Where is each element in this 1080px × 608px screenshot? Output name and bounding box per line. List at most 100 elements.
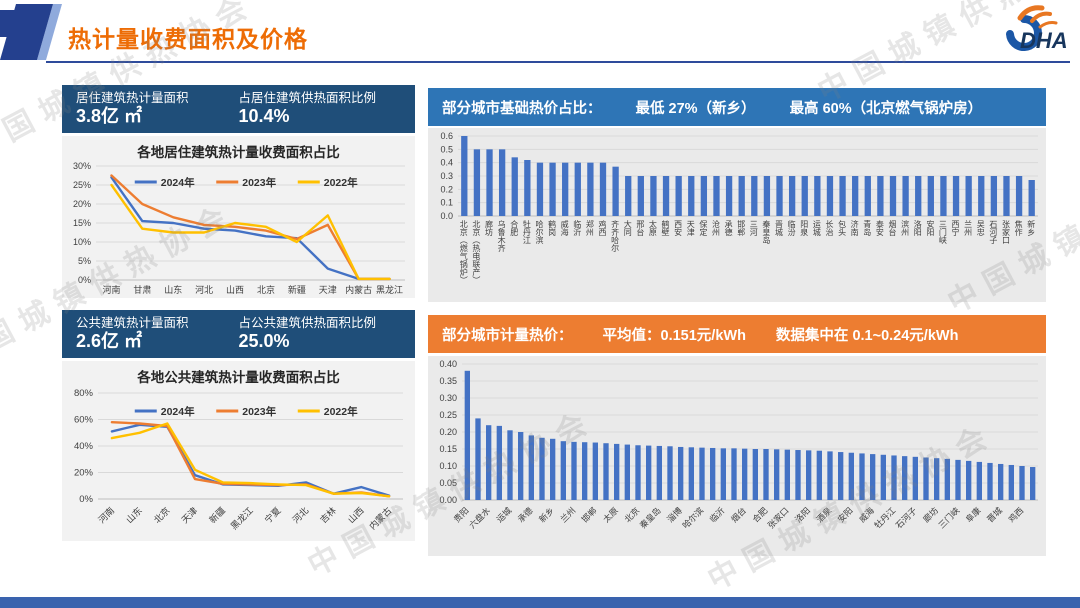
svg-text:邯郸: 邯郸 [580,505,599,524]
svg-text:0.4: 0.4 [440,158,453,168]
logo-text: DHA [1020,28,1068,53]
svg-text:0.20: 0.20 [439,427,457,437]
svg-text:20%: 20% [74,468,94,479]
svg-text:河南: 河南 [102,284,120,295]
header-divider [46,61,1070,63]
stat-value: 2.6亿 ㎡ [76,331,143,351]
svg-text:北京: 北京 [257,284,275,295]
svg-text:0.10: 0.10 [439,461,457,471]
x-axis-label: 北京（燃气锅炉） [459,220,469,284]
svg-text:0.05: 0.05 [439,478,457,488]
svg-text:天津: 天津 [319,285,337,295]
public-area-stat: 公共建筑热计量面积 2.6亿 ㎡ [76,316,239,352]
x-axis-label: 大同 [623,220,633,236]
svg-text:60%: 60% [74,415,94,426]
x-axis-label: 郑州 [585,220,595,236]
svg-text:北京: 北京 [151,505,172,526]
x-axis-label: 焦作 [1014,220,1024,236]
svg-text:兰州: 兰州 [558,505,577,524]
x-axis-label: 承德 [724,220,734,236]
x-axis-label: 鹤岗 [547,220,557,236]
svg-text:甘肃: 甘肃 [133,284,151,295]
svg-text:晋城: 晋城 [985,505,1004,524]
x-axis-label: 滨州 [900,220,910,236]
svg-text:安阳: 安阳 [836,505,855,524]
svg-text:0.00: 0.00 [439,495,457,505]
public-area-line-chart: 0% 20% 40% 60% 80% 河南 山东 北京 天津 新疆 黑龙江 宁夏 河北 吉林 山西 内蒙古 20… [62,383,415,541]
svg-text:0.30: 0.30 [439,393,457,403]
x-axis-label: 晋城 [774,220,784,236]
banner-max-value: 最高 60%（北京燃气锅炉房） [789,100,983,117]
bottom-accent-bar [0,597,1080,608]
x-axis-label: 烟台 [888,220,897,236]
banner-range-value: 数据集中在 0.1~0.24元/kWh [775,327,959,344]
svg-text:0.35: 0.35 [439,376,457,386]
svg-text:河南: 河南 [96,505,117,526]
svg-text:黑龙江: 黑龙江 [228,505,255,532]
x-axis-label: 威海 [560,220,570,236]
x-axis-label: 运城 [812,220,822,236]
svg-text:30%: 30% [73,161,91,171]
basic-heat-price-banner: 部分城市基础热价占比： 最低 27%（新乡） 最高 60%（北京燃气锅炉房） [428,88,1046,126]
x-axis-label: 泰安 [875,220,885,236]
svg-text:天津: 天津 [180,505,200,525]
banner-avg-value: 平均值：0.151元/kWh [602,327,746,344]
svg-text:10%: 10% [73,237,91,247]
x-axis-label: 天津 [686,220,696,236]
svg-text:40%: 40% [74,441,94,452]
svg-text:临沂: 临沂 [708,505,727,524]
x-axis-label: 邢台 [635,220,645,236]
x-axis-label: 石河子 [988,220,998,244]
x-axis-label: 合肥 [509,220,519,236]
svg-text:15%: 15% [73,218,91,228]
svg-text:0.25: 0.25 [439,410,457,420]
svg-text:0%: 0% [79,494,93,505]
svg-text:新疆: 新疆 [288,284,306,295]
residential-area-line-chart: 0% 5% 10% 15% 20% 25% 30% 河南 甘肃 山东 河北 山西 北京 新疆 天津 内蒙古 黑龙… [62,158,415,298]
svg-text:2022年: 2022年 [324,405,358,418]
svg-text:六盘水: 六盘水 [467,505,492,530]
x-axis-label: 三河 [749,220,759,236]
svg-text:80%: 80% [74,388,94,399]
svg-text:洛阳: 洛阳 [793,505,812,524]
x-axis-label: 阳泉 [799,220,809,236]
banner-title: 部分城市计量热价： [442,327,573,344]
banner-min-value: 最低 27%（新乡） [635,100,756,117]
public-chart-panel: 各地公共建筑热计量收费面积占比 0% 20% 40% 60% 80% 河南 山东 北京 天津 新疆… [62,361,415,541]
svg-text:三门峡: 三门峡 [936,505,961,530]
svg-text:0%: 0% [78,275,91,285]
svg-text:0.6: 0.6 [440,131,453,141]
x-axis-label: 邯郸 [736,220,746,236]
svg-text:山西: 山西 [346,505,366,525]
x-axis-label: 洛阳 [913,220,923,236]
svg-text:山东: 山东 [123,505,144,526]
svg-text:新乡: 新乡 [537,505,556,524]
x-axis-label: 鸡西 [598,220,607,236]
x-axis-label: 临沂 [572,220,582,236]
x-axis-label: 长治 [824,220,834,236]
svg-text:0.0: 0.0 [440,211,453,221]
x-axis-label: 太原 [648,220,658,236]
metered-heat-price-banner: 部分城市计量热价： 平均值：0.151元/kWh 数据集中在 0.1~0.24元… [428,315,1046,353]
x-axis-label: 乌鲁木齐 [497,220,507,252]
stat-label: 公共建筑热计量面积 [76,316,189,330]
x-axis-label: 西宁 [951,220,961,236]
chart-title: 各地公共建筑热计量收费面积占比 [137,370,340,385]
svg-text:石河子: 石河子 [894,505,919,530]
stat-label: 占公共建筑供热面积比例 [238,316,377,330]
svg-text:鸡西: 鸡西 [1006,505,1025,524]
public-ratio-stat: 占公共建筑供热面积比例 25.0% [239,316,402,352]
x-axis-label: 张家口 [1001,220,1011,244]
svg-text:20%: 20% [73,199,91,209]
metered-heat-price-bar-chart: 0.00 0.05 0.10 0.15 0.20 0.25 0.30 0.35 0.40 贵阳 六盘… [428,356,1046,556]
svg-text:0.1: 0.1 [440,198,453,208]
svg-text:宁夏: 宁夏 [262,505,283,526]
x-axis-label: 兰州 [963,220,973,236]
svg-text:张家口: 张家口 [766,505,791,530]
residential-area-stat: 居住建筑热计量面积 3.8亿 ㎡ [76,91,239,127]
svg-text:内蒙古: 内蒙古 [367,505,394,532]
x-axis-label: 安阳 [925,220,935,236]
svg-text:0.3: 0.3 [440,171,453,181]
residential-chart-panel: 各地居住建筑热计量收费面积占比 0% 5% 10% 15% 20% 25% 30% 河南 甘肃 山… [62,136,415,298]
svg-text:山西: 山西 [226,285,244,295]
